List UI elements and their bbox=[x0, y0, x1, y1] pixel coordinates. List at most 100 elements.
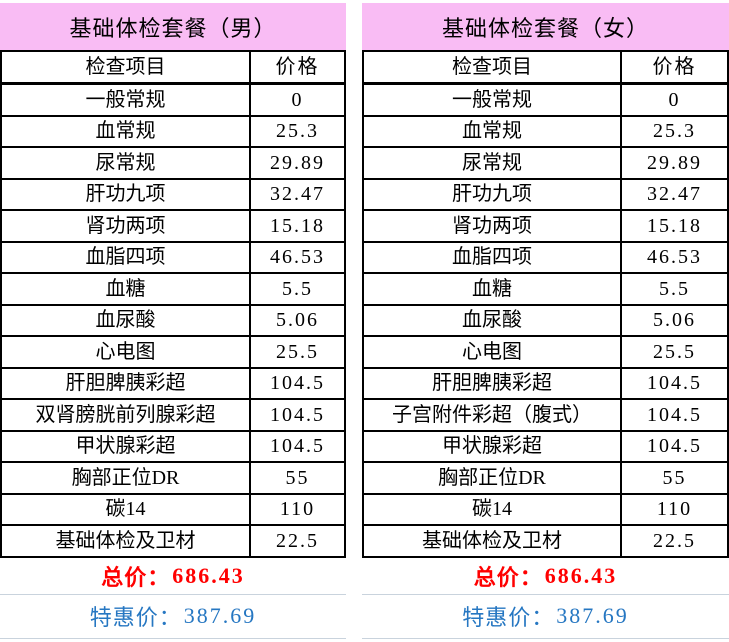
table-row: 血糖 5.5 bbox=[2, 274, 344, 306]
table-row: 尿常规 29.89 bbox=[2, 148, 344, 180]
table-row: 血常规 25.3 bbox=[364, 116, 727, 148]
table-cell-price: 46.53 bbox=[270, 246, 325, 269]
table-cell-price: 104.5 bbox=[647, 403, 702, 426]
table-cell-item: 基础体检及卫材 bbox=[2, 526, 251, 556]
table-cell-price: 104.5 bbox=[270, 435, 325, 458]
table-row: 尿常规 29.89 bbox=[364, 148, 727, 180]
package-panel-female: 基础体检套餐（女） 检查项目 价格 一般常规 0 血常规 25.3 尿常规 29.89 肝功… bbox=[362, 3, 729, 639]
table-cell-price: 29.89 bbox=[647, 151, 702, 174]
table-cell-item: 血脂四项 bbox=[364, 242, 622, 272]
table-row: 一般常规 0 bbox=[364, 85, 727, 117]
table-row: 肝胆脾胰彩超 104.5 bbox=[364, 368, 727, 400]
total-price-row: 总价： 686.43 bbox=[0, 558, 346, 595]
table-cell-item: 基础体检及卫材 bbox=[364, 526, 622, 556]
table-cell-price: 0 bbox=[291, 88, 304, 111]
table-cell-item: 血常规 bbox=[364, 116, 622, 146]
table-row: 胸部正位DR 55 bbox=[2, 463, 344, 495]
table-cell-price: 5.5 bbox=[282, 277, 313, 300]
package-panel-male: 基础体检套餐（男） 检查项目 价格 一般常规 0 血常规 25.3 尿常规 29.89 肝功… bbox=[0, 3, 346, 639]
table-cell-price: 5.5 bbox=[659, 277, 690, 300]
table-row: 血尿酸 5.06 bbox=[364, 305, 727, 337]
table-row: 胸部正位DR 55 bbox=[364, 463, 727, 495]
table-cell-item: 碳14 bbox=[364, 494, 622, 524]
price-table: 检查项目 价格 一般常规 0 血常规 25.3 尿常规 29.89 肝功九项 32.47 肾功两… bbox=[362, 50, 729, 558]
table-cell-item: 血糖 bbox=[2, 274, 251, 304]
table-cell-item: 碳14 bbox=[2, 494, 251, 524]
table-cell-price: 25.3 bbox=[276, 120, 319, 143]
table-cell-item: 血尿酸 bbox=[364, 305, 622, 335]
table-cell-price: 22.5 bbox=[653, 529, 696, 552]
table-cell-price: 0 bbox=[668, 88, 681, 111]
table-cell-item: 肝功九项 bbox=[2, 179, 251, 209]
table-cell-item: 心电图 bbox=[2, 337, 251, 367]
table-cell-price: 104.5 bbox=[270, 403, 325, 426]
table-cell-item: 血脂四项 bbox=[2, 242, 251, 272]
table-row: 甲状腺彩超 104.5 bbox=[364, 431, 727, 463]
table-cell-item: 尿常规 bbox=[2, 148, 251, 178]
table-cell-item: 肝功九项 bbox=[364, 179, 622, 209]
table-cell-item: 甲状腺彩超 bbox=[2, 431, 251, 461]
special-price-label: 特惠价： bbox=[89, 605, 182, 630]
table-cell-item: 肾功两项 bbox=[364, 211, 622, 241]
table-header-row: 检查项目 价格 bbox=[2, 52, 344, 85]
special-price-value: 387.69 bbox=[183, 603, 257, 628]
table-cell-price: 46.53 bbox=[647, 246, 702, 269]
table-row: 血脂四项 46.53 bbox=[364, 242, 727, 274]
table-row: 甲状腺彩超 104.5 bbox=[2, 431, 344, 463]
table-cell-item: 胸部正位DR bbox=[364, 463, 622, 493]
table-cell-price: 32.47 bbox=[647, 183, 702, 206]
column-header-price: 价格 bbox=[275, 56, 320, 78]
total-price-label: 总价： bbox=[473, 564, 543, 590]
table-row: 碳14 110 bbox=[364, 494, 727, 526]
table-cell-item: 血尿酸 bbox=[2, 305, 251, 335]
table-cell-price: 25.5 bbox=[653, 340, 696, 363]
table-cell-item: 一般常规 bbox=[2, 85, 251, 115]
table-row: 一般常规 0 bbox=[2, 85, 344, 117]
table-cell-price: 5.06 bbox=[653, 309, 696, 332]
table-cell-item: 双肾膀胱前列腺彩超 bbox=[2, 400, 251, 430]
package-title: 基础体检套餐（男） bbox=[0, 3, 346, 50]
table-row: 肝功九项 32.47 bbox=[364, 179, 727, 211]
table-cell-price: 104.5 bbox=[270, 372, 325, 395]
table-row: 子宫附件彩超（腹式） 104.5 bbox=[364, 400, 727, 432]
table-cell-item: 肝胆脾胰彩超 bbox=[2, 368, 251, 398]
table-cell-item: 一般常规 bbox=[364, 85, 622, 115]
table-row: 基础体检及卫材 22.5 bbox=[364, 526, 727, 556]
table-row: 基础体检及卫材 22.5 bbox=[2, 526, 344, 556]
table-row: 肾功两项 15.18 bbox=[364, 211, 727, 243]
table-row: 血尿酸 5.06 bbox=[2, 305, 344, 337]
table-row: 肾功两项 15.18 bbox=[2, 211, 344, 243]
table-cell-item: 胸部正位DR bbox=[2, 463, 251, 493]
special-price-row: 特惠价： 387.69 bbox=[0, 595, 346, 639]
table-cell-price: 104.5 bbox=[647, 435, 702, 458]
table-cell-price: 110 bbox=[279, 498, 316, 521]
table-cell-price: 22.5 bbox=[276, 529, 319, 552]
package-title: 基础体检套餐（女） bbox=[362, 3, 729, 50]
table-cell-price: 55 bbox=[662, 466, 687, 489]
column-header-price: 价格 bbox=[652, 56, 697, 78]
table-row: 血糖 5.5 bbox=[364, 274, 727, 306]
table-cell-item: 血常规 bbox=[2, 116, 251, 146]
table-cell-item: 甲状腺彩超 bbox=[364, 431, 622, 461]
table-header-row: 检查项目 价格 bbox=[364, 52, 727, 85]
table-cell-price: 29.89 bbox=[270, 151, 325, 174]
table-cell-price: 5.06 bbox=[276, 309, 319, 332]
table-cell-price: 55 bbox=[285, 466, 310, 489]
table-row: 碳14 110 bbox=[2, 494, 344, 526]
table-row: 心电图 25.5 bbox=[364, 337, 727, 369]
column-header-item: 检查项目 bbox=[2, 52, 251, 82]
table-cell-item: 血糖 bbox=[364, 274, 622, 304]
total-price-value: 686.43 bbox=[544, 562, 618, 588]
table-cell-price: 104.5 bbox=[647, 372, 702, 395]
special-price-label: 特惠价： bbox=[462, 605, 555, 630]
table-cell-item: 子宫附件彩超（腹式） bbox=[364, 400, 622, 430]
table-cell-price: 15.18 bbox=[270, 214, 325, 237]
table-cell-item: 心电图 bbox=[364, 337, 622, 367]
table-row: 血常规 25.3 bbox=[2, 116, 344, 148]
total-price-row: 总价： 686.43 bbox=[362, 558, 729, 595]
table-cell-item: 肝胆脾胰彩超 bbox=[364, 368, 622, 398]
table-row: 血脂四项 46.53 bbox=[2, 242, 344, 274]
table-row: 心电图 25.5 bbox=[2, 337, 344, 369]
